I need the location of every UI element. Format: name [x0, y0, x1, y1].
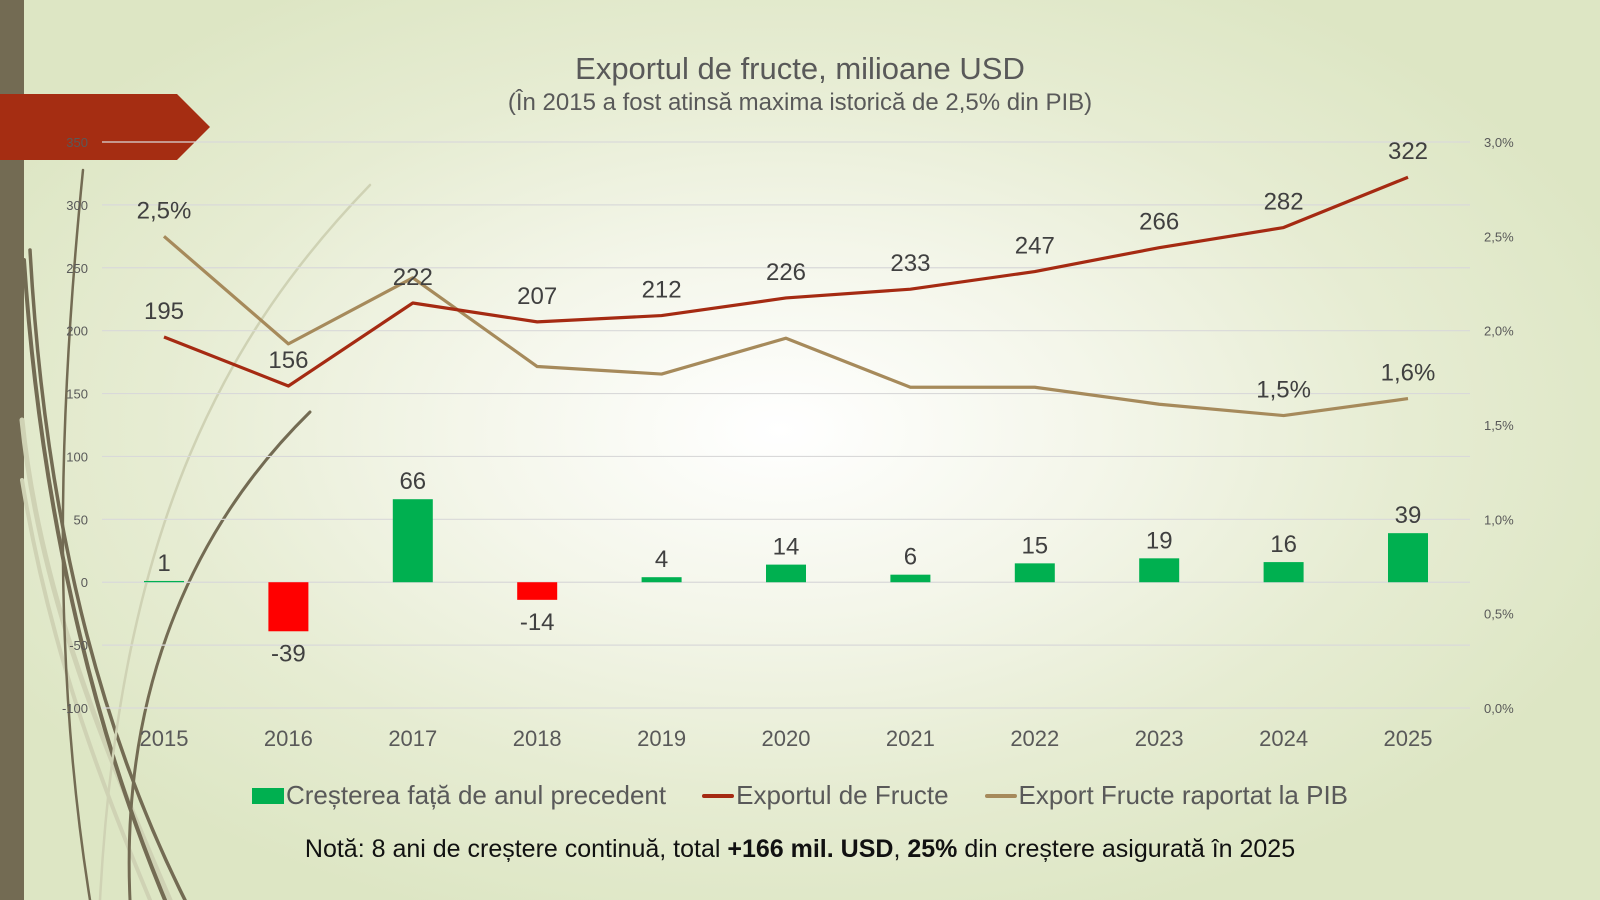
bar: [268, 582, 309, 632]
y-left-tick-label: 350: [66, 135, 88, 150]
bar: [144, 580, 184, 583]
legend-label: Export Fructe raportat la PIB: [1018, 780, 1349, 810]
legend-item-growth[interactable]: Creșterea față de anul precedent: [251, 780, 667, 811]
y-left-tick-label: 250: [66, 261, 88, 276]
export-line-data-label: 212: [642, 277, 682, 304]
bar: [1263, 562, 1304, 583]
note-suffix: din creștere asigurată în 2025: [957, 835, 1296, 863]
y-left-tick-label: -100: [62, 701, 88, 716]
bar-data-label: 14: [773, 534, 800, 561]
export-line-data-label: 222: [393, 264, 433, 291]
chart-legend: Creșterea față de anul precedent Exportu…: [0, 780, 1600, 811]
note-mid: ,: [893, 835, 908, 863]
x-tick-label: 2023: [1135, 726, 1184, 751]
legend-swatch-line-icon: [702, 793, 735, 798]
export-line-data-label: 247: [1015, 233, 1055, 260]
bar: [1388, 533, 1428, 583]
legend-item-pib[interactable]: Export Fructe raportat la PIB: [984, 780, 1349, 811]
bar: [641, 577, 682, 583]
y-left-tick-label: 150: [66, 387, 88, 402]
bar: [1014, 563, 1055, 583]
export-line-data-label: 282: [1264, 189, 1304, 216]
pib-ratio-line-data-label: 1,6%: [1381, 360, 1436, 387]
export-line-data-label: 322: [1388, 138, 1428, 165]
pib-ratio-line-data-label: 2,5%: [137, 197, 192, 224]
bar: [517, 582, 558, 600]
bar-data-label: 66: [399, 468, 426, 495]
note-prefix: Notă: 8 ani de creștere continuă, total: [304, 835, 728, 863]
export-line-data-label: 156: [268, 347, 308, 374]
y-right-tick-label: 2,5%: [1484, 229, 1514, 244]
export-line-data-label: 207: [517, 283, 557, 310]
legend-item-export[interactable]: Exportul de Fructe: [702, 780, 949, 811]
bar-data-label: 6: [904, 544, 917, 571]
y-right-tick-label: 1,5%: [1484, 418, 1514, 433]
export-line-data-label: 226: [766, 259, 806, 286]
y-left-tick-label: 200: [66, 324, 88, 339]
pib-ratio-line-data-label: 1,5%: [1256, 377, 1311, 404]
x-tick-label: 2022: [1010, 726, 1059, 751]
bar-data-label: 15: [1021, 532, 1048, 559]
bar-data-label: 39: [1395, 502, 1422, 529]
legend-swatch-bar-icon: [251, 787, 284, 804]
bar-data-label: -39: [271, 640, 306, 667]
legend-swatch-line-icon: [984, 793, 1017, 798]
x-tick-label: 2019: [637, 726, 686, 751]
x-tick-label: 2016: [264, 726, 313, 751]
x-tick-label: 2024: [1259, 726, 1308, 751]
note-share: 25%: [907, 835, 958, 863]
legend-label: Exportul de Fructe: [736, 780, 949, 810]
footnote: Notă: 8 ani de creștere continuă, total …: [0, 835, 1600, 864]
bar-data-label: 19: [1146, 527, 1173, 554]
y-left-tick-label: 50: [74, 512, 88, 527]
x-tick-label: 2017: [388, 726, 437, 751]
title-arrow-banner: [0, 94, 210, 160]
title-block: Exportul de fructe, milioane USD (În 201…: [0, 50, 1600, 118]
export-line-data-label: 233: [890, 250, 930, 277]
x-tick-label: 2025: [1384, 726, 1433, 751]
chart-title: Exportul de fructe, milioane USD: [575, 51, 1025, 86]
bar-data-label: 4: [655, 546, 668, 573]
x-tick-label: 2015: [140, 726, 189, 751]
y-right-tick-label: 1,0%: [1484, 512, 1514, 527]
export-line-data-label: 266: [1139, 209, 1179, 236]
bar-data-label: 16: [1270, 531, 1297, 558]
bar-data-label: 1: [157, 550, 170, 577]
bar: [392, 499, 433, 583]
bar: [1139, 558, 1180, 583]
bar: [766, 564, 806, 583]
note-total: +166 mil. USD: [727, 835, 894, 863]
y-right-tick-label: 0,0%: [1484, 701, 1514, 716]
export-line-data-label: 195: [144, 298, 184, 325]
y-left-tick-label: 100: [66, 449, 88, 464]
x-tick-label: 2018: [513, 726, 562, 751]
chart-subtitle: (În 2015 a fost atinsă maxima istorică d…: [507, 89, 1093, 116]
bar-data-label: -14: [520, 609, 555, 636]
y-left-tick-label: 300: [66, 198, 88, 213]
bar: [890, 574, 931, 583]
x-tick-label: 2021: [886, 726, 935, 751]
y-right-tick-label: 2,0%: [1484, 324, 1514, 339]
y-right-tick-label: 0,5%: [1484, 607, 1514, 622]
y-right-tick-label: 3,0%: [1484, 135, 1514, 150]
legend-label: Creșterea față de anul precedent: [285, 780, 667, 810]
y-left-tick-label: -50: [69, 638, 88, 653]
x-tick-label: 2020: [762, 726, 811, 751]
y-left-tick-label: 0: [81, 575, 88, 590]
